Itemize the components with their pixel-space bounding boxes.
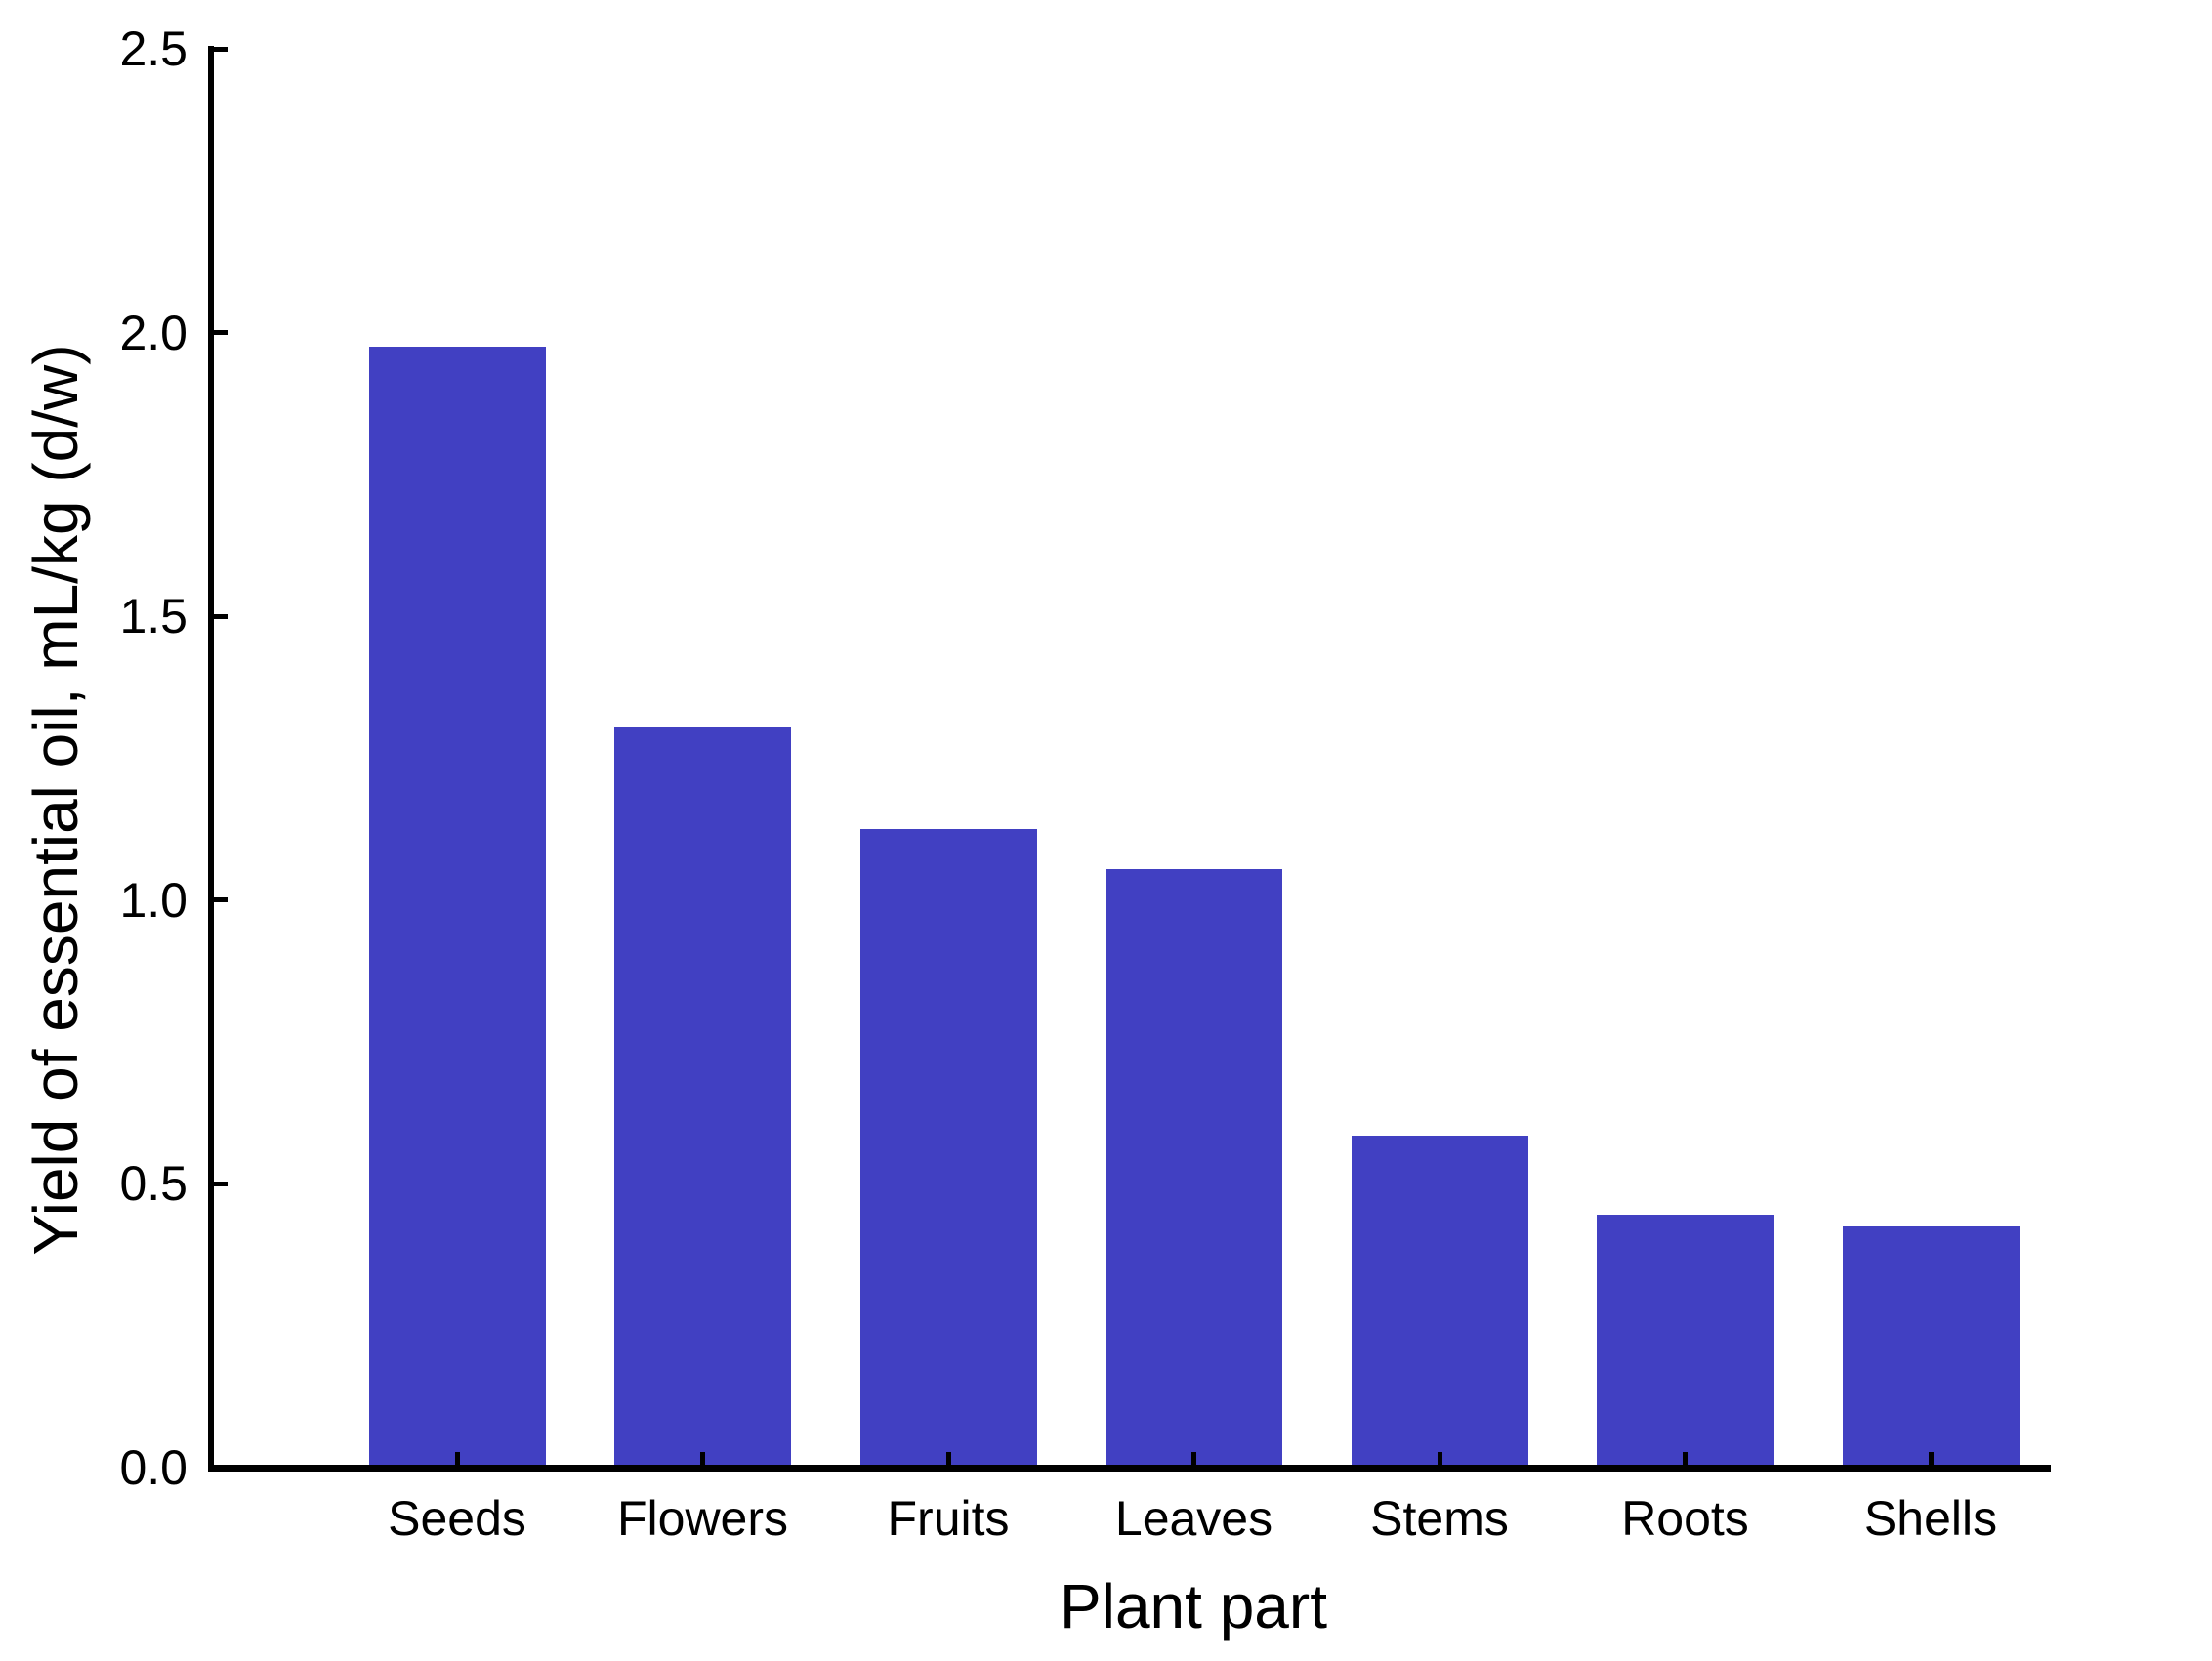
y-tick-label-2.0: 2.0 [119,305,188,360]
y-tick-1.5 [214,613,228,619]
x-axis-line [208,1465,2051,1472]
x-category-label-seeds: Seeds [388,1491,526,1546]
y-tick-2.0 [214,330,228,336]
y-tick-1.0 [214,897,228,903]
bar-leaves [1106,868,1282,1465]
x-tick-fruits [945,1452,951,1467]
x-category-label-stems: Stems [1370,1491,1509,1546]
y-tick-label-1.0: 1.0 [119,872,188,928]
x-category-label-fruits: Fruits [887,1491,1010,1546]
y-tick-label-2.5: 2.5 [119,21,188,76]
x-tick-seeds [454,1452,460,1467]
x-category-label-leaves: Leaves [1114,1491,1273,1546]
bar-stems [1351,1135,1528,1465]
bar-seeds [368,347,546,1465]
y-tick-0.5 [214,1181,228,1186]
bar-flowers [614,727,791,1465]
bar-shells [1842,1225,2020,1465]
y-tick-label-1.5: 1.5 [119,589,188,644]
bar-fruits [859,829,1037,1465]
x-tick-shells [1928,1452,1934,1467]
x-tick-flowers [700,1452,705,1467]
x-tick-roots [1683,1452,1688,1467]
y-tick-2.5 [214,46,228,52]
x-category-label-shells: Shells [1863,1491,1998,1546]
x-tick-stems [1437,1452,1442,1467]
x-category-label-roots: Roots [1621,1491,1749,1546]
x-category-label-flowers: Flowers [616,1491,789,1546]
x-axis-title: Plant part [1060,1571,1327,1641]
x-tick-leaves [1191,1452,1196,1467]
y-axis-title: Yield of essential oil, mL/kg (d/w) [21,344,91,1256]
y-axis-line [208,46,214,1472]
y-tick-label-0.5: 0.5 [119,1156,188,1212]
bar-roots [1597,1215,1774,1465]
y-tick-label-0.0: 0.0 [119,1440,188,1495]
